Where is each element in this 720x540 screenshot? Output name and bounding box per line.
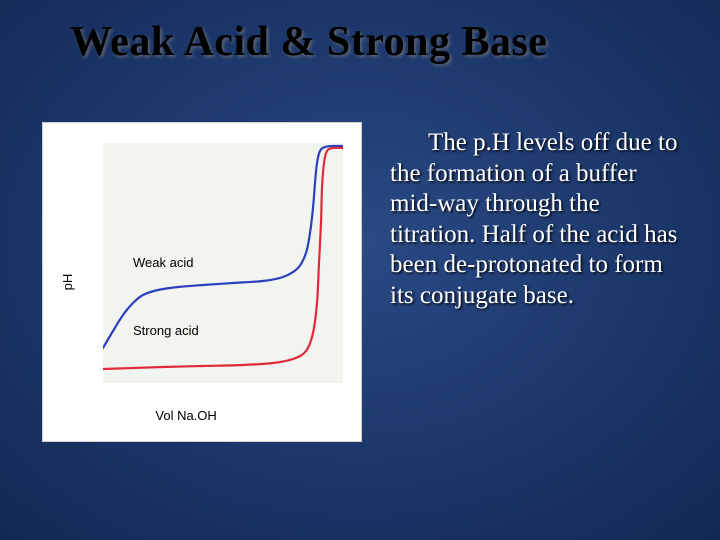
x-axis-label: Vol Na.OH [155, 408, 216, 423]
slide-title: Weak Acid & Strong Base [70, 18, 547, 66]
weak-acid-label: Weak acid [133, 255, 193, 270]
strong-acid-label: Strong acid [133, 323, 199, 338]
weak-acid-curve [103, 146, 343, 348]
body-paragraph: The p.H levels off due to the formation … [390, 128, 690, 311]
titration-chart: pH Vol Na.OH Weak acid Strong acid [42, 122, 362, 442]
y-axis-label: pH [60, 274, 75, 291]
